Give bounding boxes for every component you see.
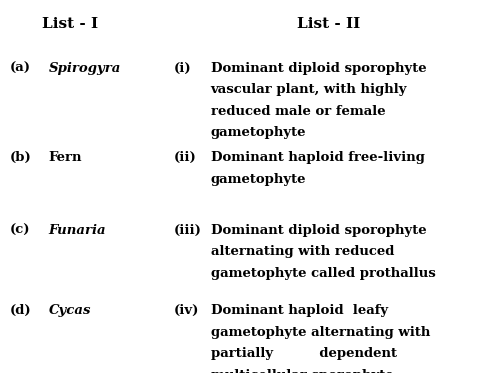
- Text: Dominant diploid sporophyte: Dominant diploid sporophyte: [211, 62, 426, 75]
- Text: Dominant diploid sporophyte: Dominant diploid sporophyte: [211, 224, 426, 237]
- Text: Funaria: Funaria: [48, 224, 106, 237]
- Text: gametophyte: gametophyte: [211, 173, 306, 186]
- Text: (i): (i): [174, 62, 192, 75]
- Text: partially          dependent: partially dependent: [211, 347, 396, 360]
- Text: gametophyte: gametophyte: [211, 126, 306, 140]
- Text: gametophyte alternating with: gametophyte alternating with: [211, 326, 430, 339]
- Text: (b): (b): [10, 151, 31, 164]
- Text: (ii): (ii): [174, 151, 197, 164]
- Text: (iv): (iv): [174, 304, 199, 317]
- Text: (a): (a): [10, 62, 30, 75]
- Text: (c): (c): [10, 224, 30, 237]
- Text: alternating with reduced: alternating with reduced: [211, 245, 394, 258]
- Text: Dominant haploid free-living: Dominant haploid free-living: [211, 151, 424, 164]
- Text: multicellular sporophyte: multicellular sporophyte: [211, 369, 393, 373]
- Text: Dominant haploid  leafy: Dominant haploid leafy: [211, 304, 388, 317]
- Text: gametophyte called prothallus: gametophyte called prothallus: [211, 267, 435, 280]
- Text: Fern: Fern: [48, 151, 82, 164]
- Text: List - I: List - I: [42, 17, 98, 31]
- Text: vascular plant, with highly: vascular plant, with highly: [211, 83, 407, 96]
- Text: List - II: List - II: [298, 17, 361, 31]
- Text: reduced male or female: reduced male or female: [211, 105, 385, 118]
- Text: (d): (d): [10, 304, 31, 317]
- Text: Spirogyra: Spirogyra: [48, 62, 121, 75]
- Text: (iii): (iii): [174, 224, 202, 237]
- Text: Cycas: Cycas: [48, 304, 91, 317]
